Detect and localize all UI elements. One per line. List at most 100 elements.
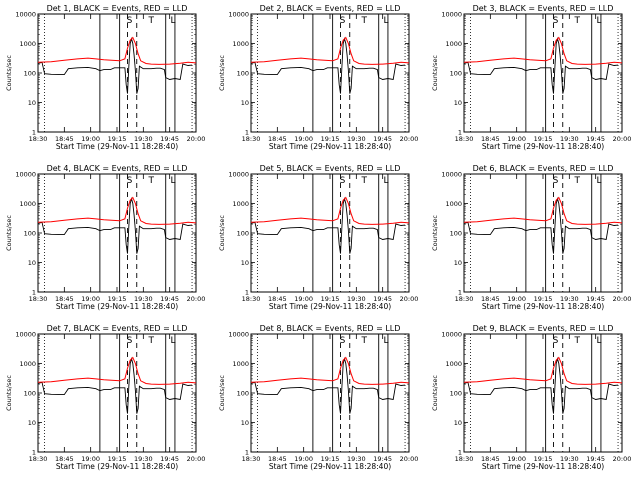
x-axis-label: Start Time (29-Nov-11 18:28:40) xyxy=(56,462,178,471)
x-tick-label: 20:00 xyxy=(187,295,206,303)
x-axis-label: Start Time (29-Nov-11 18:28:40) xyxy=(56,302,178,311)
x-tick-label: 19:15 xyxy=(321,135,340,143)
y-tick-label: 10000 xyxy=(15,331,36,339)
y-tick-label: 1 xyxy=(458,449,462,457)
detector-panel-7: Det 7, BLACK = Events, RED = LLD S T L 1 10 10… xyxy=(5,324,205,471)
panel-title: Det 5, BLACK = Events, RED = LLD xyxy=(260,164,401,173)
x-tick-label: 19:00 xyxy=(81,135,100,143)
y-tick-label: 1 xyxy=(245,449,249,457)
x-axis-label: Start Time (29-Nov-11 18:28:40) xyxy=(269,302,391,311)
x-tick-label: 18:30 xyxy=(455,135,474,143)
x-tick-label: 19:15 xyxy=(321,455,340,463)
x-axis-label: Start Time (29-Nov-11 18:28:40) xyxy=(269,142,391,151)
panel-title: Det 1, BLACK = Events, RED = LLD xyxy=(47,4,188,13)
x-tick-label: 19:00 xyxy=(507,455,526,463)
axes-frame xyxy=(37,173,197,293)
region-letter: S xyxy=(340,16,346,26)
lld-series-line xyxy=(37,196,197,225)
x-tick-label: 19:15 xyxy=(321,295,340,303)
x-tick-label: 20:00 xyxy=(400,295,419,303)
y-tick-label: 1 xyxy=(245,129,249,137)
y-tick-label: 1 xyxy=(32,449,36,457)
events-series-line xyxy=(250,356,406,414)
x-tick-label: 19:30 xyxy=(134,455,153,463)
x-tick-label: 19:00 xyxy=(294,455,313,463)
y-tick-label: 1 xyxy=(245,289,249,297)
x-tick-label: 19:00 xyxy=(294,135,313,143)
x-tick-label: 20:00 xyxy=(613,295,632,303)
region-letter: T xyxy=(573,176,580,186)
axes-frame xyxy=(37,13,197,133)
x-tick-label: 19:30 xyxy=(560,295,579,303)
x-tick-label: 18:45 xyxy=(55,295,74,303)
y-tick-label: 1000 xyxy=(19,40,36,48)
region-letter: T xyxy=(573,16,580,26)
y-tick-label: 100 xyxy=(24,230,36,238)
region-letter: L xyxy=(596,336,601,346)
y-tick-label: 10000 xyxy=(15,171,36,179)
y-axis-label: Counts/sec xyxy=(431,215,439,251)
y-axis-label: Counts/sec xyxy=(5,215,13,251)
x-tick-label: 20:00 xyxy=(613,455,632,463)
x-tick-label: 19:45 xyxy=(373,455,392,463)
region-letter: L xyxy=(596,176,601,186)
x-tick-label: 19:00 xyxy=(294,295,313,303)
y-tick-label: 10000 xyxy=(441,331,462,339)
y-tick-label: 10 xyxy=(454,99,462,107)
x-tick-label: 18:30 xyxy=(242,295,261,303)
panel-title: Det 3, BLACK = Events, RED = LLD xyxy=(473,4,614,13)
x-tick-label: 19:30 xyxy=(560,135,579,143)
x-tick-label: 18:45 xyxy=(268,455,287,463)
x-axis-label: Start Time (29-Nov-11 18:28:40) xyxy=(482,302,604,311)
y-tick-label: 1000 xyxy=(232,200,249,208)
detector-panel-4: Det 4, BLACK = Events, RED = LLD S T L 1 10 10… xyxy=(5,164,205,311)
x-tick-label: 18:45 xyxy=(481,455,500,463)
x-tick-label: 18:30 xyxy=(242,455,261,463)
y-tick-label: 10000 xyxy=(228,171,249,179)
lld-series-line xyxy=(250,196,410,225)
y-tick-label: 100 xyxy=(237,390,249,398)
x-tick-label: 19:45 xyxy=(160,455,179,463)
y-tick-label: 10 xyxy=(454,419,462,427)
region-letter: S xyxy=(553,176,559,186)
region-letter: T xyxy=(147,336,154,346)
x-tick-label: 19:45 xyxy=(586,295,605,303)
y-axis-label: Counts/sec xyxy=(5,375,13,411)
x-tick-label: 20:00 xyxy=(400,135,419,143)
detector-panel-9: Det 9, BLACK = Events, RED = LLD S T L 1 10 10… xyxy=(431,324,631,471)
y-tick-label: 10000 xyxy=(441,171,462,179)
x-tick-label: 18:45 xyxy=(55,455,74,463)
y-tick-label: 100 xyxy=(450,390,462,398)
region-letter: L xyxy=(383,16,388,26)
x-tick-label: 19:15 xyxy=(534,455,553,463)
y-tick-label: 10000 xyxy=(228,331,249,339)
x-tick-label: 19:45 xyxy=(160,295,179,303)
x-tick-label: 18:30 xyxy=(242,135,261,143)
events-series-line xyxy=(463,356,619,414)
events-series-line xyxy=(37,36,193,94)
x-tick-label: 19:15 xyxy=(108,455,127,463)
x-tick-label: 19:15 xyxy=(108,135,127,143)
y-tick-label: 1000 xyxy=(19,200,36,208)
detector-panel-6: Det 6, BLACK = Events, RED = LLD S T L 1 10 10… xyxy=(431,164,631,311)
x-tick-label: 19:45 xyxy=(373,135,392,143)
y-tick-label: 10000 xyxy=(228,11,249,19)
x-tick-label: 19:30 xyxy=(134,295,153,303)
x-tick-label: 19:30 xyxy=(560,455,579,463)
y-tick-label: 1000 xyxy=(445,360,462,368)
x-tick-label: 18:45 xyxy=(268,135,287,143)
y-tick-label: 10 xyxy=(241,99,249,107)
region-letter: T xyxy=(360,16,367,26)
y-tick-label: 10000 xyxy=(441,11,462,19)
region-letter: S xyxy=(553,16,559,26)
x-tick-label: 18:30 xyxy=(455,455,474,463)
detector-panel-2: Det 2, BLACK = Events, RED = LLD S T L 1 10 10… xyxy=(218,4,418,151)
axes-frame xyxy=(463,13,623,133)
x-tick-label: 19:30 xyxy=(347,295,366,303)
y-tick-label: 1000 xyxy=(445,200,462,208)
y-tick-label: 100 xyxy=(24,390,36,398)
x-tick-label: 19:15 xyxy=(534,135,553,143)
y-tick-label: 100 xyxy=(237,70,249,78)
axes-frame xyxy=(250,333,410,453)
